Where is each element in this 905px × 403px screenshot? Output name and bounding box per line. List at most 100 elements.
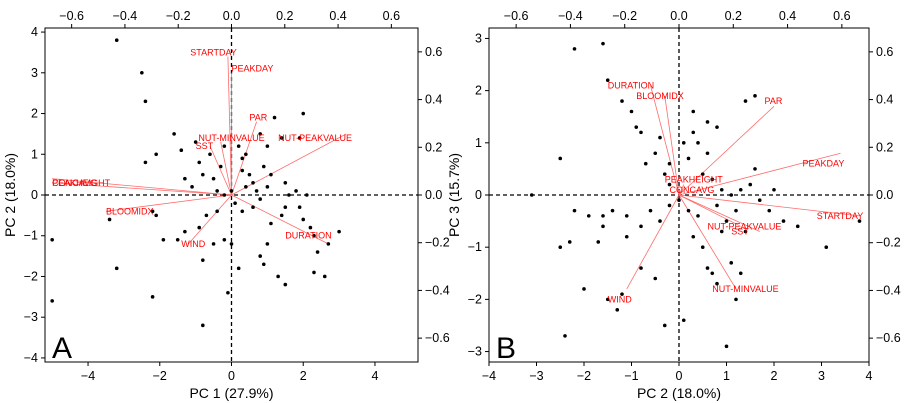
score-point <box>757 198 762 203</box>
score-point <box>201 323 205 328</box>
score-point <box>265 185 270 189</box>
loading-label: CONCAVG <box>52 178 97 188</box>
score-point <box>681 141 686 145</box>
score-point <box>567 240 572 244</box>
loading-vector <box>52 178 232 196</box>
loading-vector <box>678 105 775 196</box>
score-point <box>254 189 259 193</box>
loading-label: SST <box>196 141 214 151</box>
score-point <box>150 295 155 299</box>
score-point <box>211 242 216 246</box>
right-tick-label: −0.4 <box>425 283 450 297</box>
score-point <box>258 254 262 258</box>
loading-label: DURATION <box>285 231 331 241</box>
score-point <box>218 164 223 169</box>
score-point <box>715 203 719 208</box>
loading-vector <box>626 194 680 290</box>
loading-label: STARTDAY <box>817 211 864 221</box>
score-point <box>272 115 277 120</box>
score-point <box>572 47 577 51</box>
score-point <box>143 160 148 165</box>
top-tick-label: −0.4 <box>113 9 138 23</box>
score-point <box>605 78 610 82</box>
score-point <box>615 308 620 312</box>
score-point <box>269 221 273 226</box>
score-point <box>624 214 629 218</box>
score-point <box>172 132 176 136</box>
score-point <box>662 172 667 176</box>
y-tick-label: 3 <box>475 31 482 45</box>
loading-label: CONCAVG <box>670 185 715 195</box>
score-point <box>326 242 331 246</box>
right-tick-label: 0.2 <box>425 140 442 154</box>
score-point <box>705 120 710 124</box>
score-point <box>312 270 316 275</box>
top-tick-label: −0.2 <box>612 9 637 23</box>
loading-vector <box>52 182 232 196</box>
y-tick-label: 2 <box>31 107 38 121</box>
score-point <box>738 271 743 276</box>
score-point <box>201 258 205 262</box>
loading-vector <box>678 184 685 196</box>
x-tick-label: 4 <box>371 369 378 383</box>
score-point <box>276 274 280 279</box>
score-point <box>767 208 772 213</box>
score-point <box>279 213 284 218</box>
y-tick-label: −1 <box>468 240 482 254</box>
score-point <box>795 224 800 229</box>
score-point <box>294 189 298 193</box>
score-point <box>596 240 601 244</box>
loading-label: DURATION <box>608 80 654 90</box>
score-point <box>653 276 658 281</box>
score-point <box>605 297 610 302</box>
score-point <box>312 233 316 238</box>
score-point <box>244 185 248 189</box>
score-point <box>114 38 119 43</box>
score-point <box>667 161 672 166</box>
x-tick-label: 3 <box>818 369 825 383</box>
y-tick-label: 3 <box>31 66 38 80</box>
score-point <box>236 266 241 271</box>
score-point <box>240 168 245 173</box>
score-point <box>738 187 743 192</box>
loading-label: NUT-MINVALUE <box>198 133 264 143</box>
x-tick-label: 0 <box>228 369 235 383</box>
y-tick-label: −1 <box>24 229 38 243</box>
top-tick-label: 0.4 <box>779 9 796 23</box>
score-point <box>197 160 202 165</box>
y-axis-label: PC 2 (18.0%) <box>2 153 18 237</box>
score-point <box>222 238 227 242</box>
score-point <box>601 224 605 229</box>
score-point <box>261 262 266 267</box>
top-tick-label: −0.6 <box>59 9 84 23</box>
score-point <box>734 208 738 213</box>
score-point <box>244 152 248 157</box>
score-point <box>229 242 234 246</box>
x-tick-label: −2 <box>577 369 591 383</box>
loading-label: SST <box>731 227 749 237</box>
right-tick-label: 0.6 <box>425 45 442 59</box>
score-point <box>705 151 710 156</box>
score-point <box>208 152 212 157</box>
score-point <box>301 111 306 116</box>
loading-vector <box>209 145 232 196</box>
score-point <box>691 109 696 114</box>
loading-label: PAR <box>765 96 783 106</box>
score-point <box>215 209 219 214</box>
score-point <box>753 167 757 171</box>
score-point <box>197 225 202 230</box>
score-point <box>558 245 563 249</box>
score-point <box>824 245 829 249</box>
score-point <box>222 144 227 148</box>
top-tick-label: −0.6 <box>504 9 529 23</box>
score-point <box>183 229 187 234</box>
score-point <box>857 219 862 223</box>
score-point <box>154 213 158 218</box>
score-point <box>337 229 341 234</box>
y-tick-label: 4 <box>31 25 38 39</box>
loading-label: NUT-MINVALUE <box>712 284 778 294</box>
score-point <box>724 219 729 223</box>
right-tick-label: −0.4 <box>876 283 901 297</box>
score-point <box>658 135 662 140</box>
